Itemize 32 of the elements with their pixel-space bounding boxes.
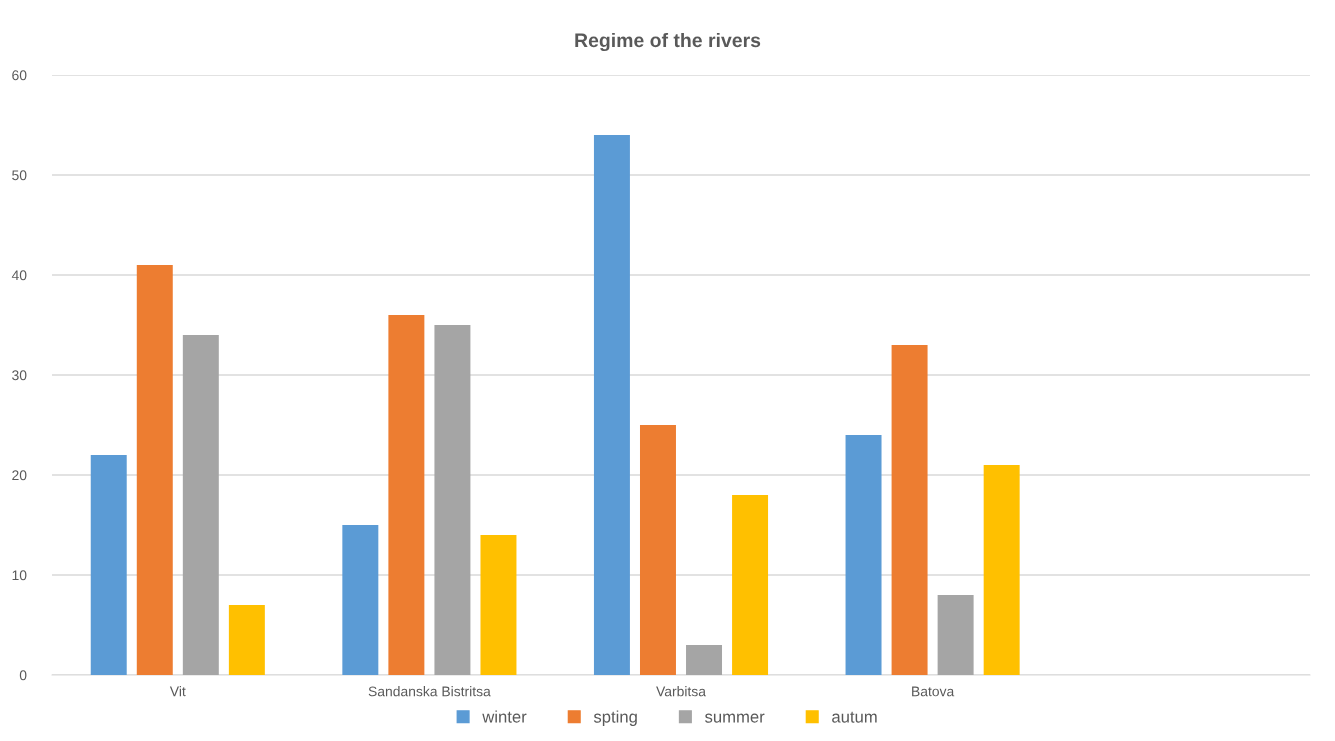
bar (90, 455, 127, 675)
bar (891, 345, 928, 675)
legend-label: spting (593, 710, 637, 726)
y-tick-label: 60 (12, 70, 27, 81)
x-tick-label: Vit (169, 686, 186, 697)
y-tick-label: 20 (12, 470, 27, 481)
legend-label: winter (482, 710, 527, 723)
y-tick-label: 0 (19, 670, 27, 681)
chart-title: Regime of the rivers (575, 32, 761, 52)
bar (136, 265, 173, 675)
bar (639, 425, 676, 675)
bar (686, 645, 723, 675)
y-tick-label: 50 (12, 170, 27, 181)
x-tick-label: Batova (912, 686, 955, 697)
x-tick-label: Sandanska Bistritsa (368, 686, 491, 697)
bar (182, 335, 219, 675)
x-tick-label: Varbitsa (656, 686, 706, 697)
bar (732, 495, 769, 675)
legend-label: autum (832, 711, 877, 723)
bar (937, 595, 974, 675)
y-tick-label: 40 (11, 270, 27, 281)
bar (845, 435, 882, 675)
bar (342, 525, 379, 675)
legend-label: summer (705, 713, 765, 723)
y-tick-label: 10 (12, 570, 27, 581)
bar (388, 315, 425, 675)
bar (593, 135, 630, 675)
y-tick-label: 30 (12, 370, 27, 381)
bar (983, 465, 1020, 675)
bar (228, 605, 265, 675)
bar (480, 535, 517, 675)
bar (434, 325, 471, 675)
